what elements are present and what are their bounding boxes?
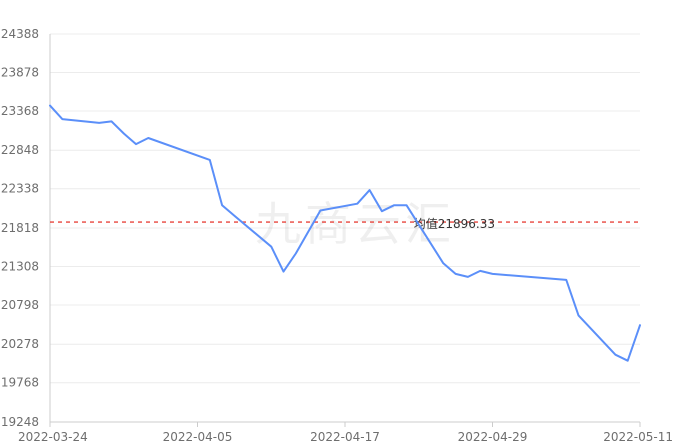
y-tick-label: 23368: [1, 104, 39, 118]
y-tick-label: 24388: [1, 27, 39, 41]
x-tick-label: 2022-05-11: [603, 430, 673, 444]
axes: 19248 19768 20278 20798 21308 21818 22338 22848…: [1, 27, 673, 444]
x-tick-label: 2022-04-05: [163, 430, 233, 444]
y-tick-label: 19248: [1, 415, 39, 429]
y-tick-label: 22848: [1, 143, 39, 157]
y-tick-label: 21308: [1, 259, 39, 273]
y-tick-label: 22338: [1, 182, 39, 196]
average-label: 均值21896.33: [414, 216, 495, 231]
y-tick-label: 19768: [1, 376, 39, 390]
series-layer: [49, 104, 641, 362]
grid-lines: [50, 33, 640, 384]
x-tick-label: 2022-04-29: [458, 430, 528, 444]
y-tick-label: 20798: [1, 298, 39, 312]
x-tick-label: 2022-04-17: [310, 430, 380, 444]
y-tick-label: 20278: [1, 337, 39, 351]
y-tick-label: 23878: [1, 65, 39, 79]
y-tick-label: 21818: [1, 221, 39, 235]
x-tick-label: 2022-03-24: [18, 430, 88, 444]
series-line: [49, 104, 641, 362]
average-marker: 均值21896.33: [50, 216, 640, 231]
